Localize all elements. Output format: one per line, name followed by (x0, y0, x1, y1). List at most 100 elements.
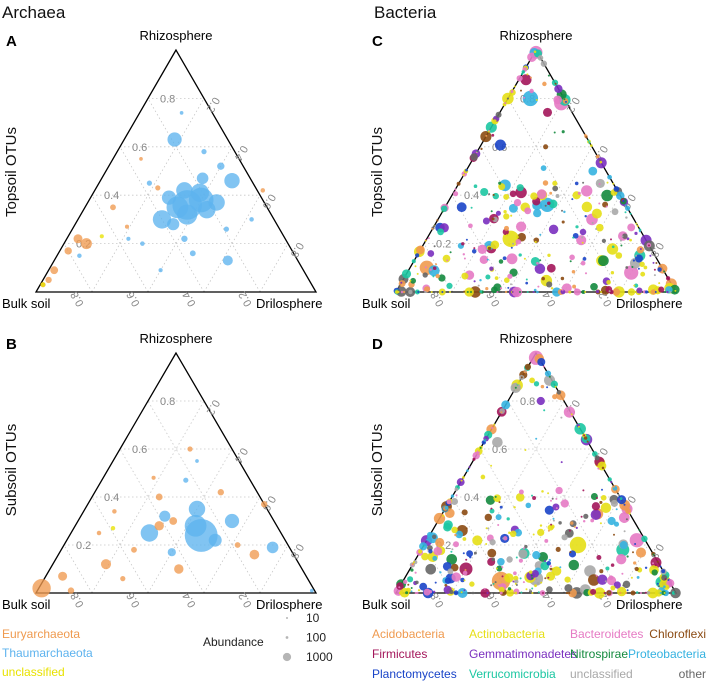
data-point (629, 212, 632, 215)
data-point (575, 526, 578, 530)
data-point (462, 476, 465, 479)
data-point (195, 459, 199, 463)
data-point (528, 570, 533, 574)
data-point (632, 259, 636, 262)
data-point (510, 283, 512, 286)
data-point (398, 586, 401, 589)
data-point (657, 267, 662, 272)
data-point (503, 210, 507, 214)
data-point (624, 265, 639, 280)
data-point (518, 558, 523, 563)
data-point (433, 225, 436, 227)
data-point (131, 546, 137, 553)
data-point (464, 287, 474, 297)
data-point (546, 561, 552, 566)
data-point (415, 580, 419, 585)
data-point (625, 266, 629, 269)
data-point (546, 571, 556, 581)
data-point (498, 586, 505, 593)
data-point (542, 180, 549, 186)
data-point (427, 534, 431, 538)
data-point (433, 512, 446, 525)
data-point (526, 291, 529, 293)
data-point (418, 549, 423, 554)
data-point (507, 273, 513, 279)
data-point (540, 165, 547, 171)
data-point (496, 291, 499, 293)
data-point (556, 390, 562, 395)
ternary-panel-a: 0.20.20.20.40.40.40.60.60.60.80.80.8Rhiz… (2, 28, 322, 311)
data-point (536, 189, 547, 200)
data-point (444, 505, 449, 510)
grid-line-drilosphere (91, 98, 205, 293)
data-point (479, 446, 482, 449)
data-point (581, 241, 584, 244)
grid-line-drilosphere (203, 496, 261, 594)
data-point (666, 290, 669, 294)
data-point (595, 290, 600, 294)
legend-item-bacteria: Nitrospirae (570, 647, 628, 661)
corner-label-bulk-soil: Bulk soil (2, 296, 51, 311)
data-point (234, 542, 241, 548)
data-point (491, 427, 494, 429)
data-point (569, 551, 572, 554)
data-point (607, 174, 612, 180)
data-point (597, 574, 608, 585)
data-point (414, 592, 417, 594)
data-point (579, 228, 587, 236)
data-point (544, 370, 552, 377)
data-point (590, 588, 597, 595)
data-point (606, 181, 609, 184)
data-point (427, 250, 435, 257)
data-point (653, 268, 656, 271)
data-point (663, 270, 666, 273)
data-point (497, 558, 505, 566)
data-point (583, 436, 588, 440)
data-point (472, 535, 483, 546)
row-label: Topsoil OTUs (369, 127, 386, 217)
data-point (441, 291, 444, 293)
data-point (439, 571, 442, 574)
data-point (519, 577, 522, 580)
data-point (456, 478, 465, 487)
data-point (625, 507, 632, 514)
data-point (522, 581, 525, 584)
data-point (595, 574, 598, 577)
data-point (567, 407, 570, 410)
legend-item-archaea: Euryarchaeota (2, 627, 80, 641)
data-point (477, 449, 481, 452)
data-point (520, 376, 523, 379)
data-point (548, 375, 551, 378)
data-point (639, 248, 642, 250)
data-point (540, 384, 545, 389)
data-point (159, 510, 171, 522)
data-point (570, 521, 574, 525)
data-point (539, 233, 542, 236)
data-point (630, 576, 633, 579)
data-point (627, 288, 636, 296)
data-point (581, 185, 593, 197)
data-point (541, 276, 545, 281)
data-point (410, 590, 413, 593)
data-point (585, 136, 588, 139)
data-point (222, 255, 233, 266)
data-point (606, 243, 619, 255)
data-point (595, 228, 598, 230)
data-point (549, 567, 553, 571)
data-point (573, 288, 581, 296)
tick-label-drilosphere: 0.6 (260, 192, 278, 211)
data-point (625, 592, 627, 594)
data-point (184, 514, 207, 537)
data-point (455, 494, 458, 497)
data-point (612, 288, 621, 296)
data-point (487, 527, 490, 530)
data-point (513, 506, 516, 509)
data-point (140, 524, 159, 542)
data-point (490, 210, 493, 213)
data-point (485, 274, 491, 280)
data-point (398, 280, 406, 288)
data-point (64, 247, 72, 255)
data-point (582, 519, 586, 523)
data-point (413, 559, 418, 565)
